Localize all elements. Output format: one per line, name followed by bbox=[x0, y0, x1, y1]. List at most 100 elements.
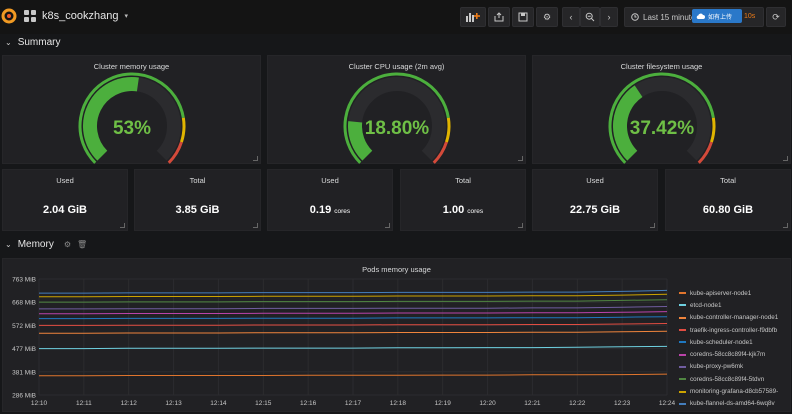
legend-swatch bbox=[679, 329, 686, 332]
gauge-panel-memory[interactable]: Cluster memory usage 53% bbox=[2, 55, 261, 164]
stat-panel-title: Used bbox=[321, 176, 339, 185]
resize-handle[interactable] bbox=[783, 223, 788, 228]
refresh-interval-label[interactable]: 10s bbox=[744, 13, 756, 20]
trash-icon[interactable]: 🗑 bbox=[77, 239, 88, 249]
legend-item[interactable]: traefik-ingress-controller-f9dbfb bbox=[679, 324, 791, 336]
legend-item[interactable]: coredns-58cc8c89f4-kjk7m bbox=[679, 348, 791, 360]
x-tick-label: 12:10 bbox=[31, 400, 48, 407]
gauge-panel-cpu[interactable]: Cluster CPU usage (2m avg) 18.80% bbox=[267, 55, 526, 164]
y-tick-label: 668 MiB bbox=[12, 300, 36, 307]
y-tick-label: 763 MiB bbox=[12, 277, 36, 284]
gear-icon[interactable]: ⚙ bbox=[63, 239, 71, 249]
series-line bbox=[39, 306, 668, 310]
gauge-threshold-warn bbox=[180, 117, 186, 143]
legend-label: etcd-node1 bbox=[690, 301, 722, 309]
gauge-threshold-ok bbox=[343, 72, 450, 164]
legend-item[interactable]: kube-flannel-ds-amd64-6wq8v bbox=[679, 398, 791, 410]
pods-memory-line-chart: 286 MiB 381 MiB 477 MiB 572 MiB 668 MiB 763 M… bbox=[12, 277, 675, 408]
graph-panel-title: Pods memory usage bbox=[362, 265, 431, 274]
legend-label: coredns-58cc8c89f4-kjk7m bbox=[690, 351, 766, 359]
gauge-threshold-critical bbox=[432, 141, 448, 164]
stat-panel-fs-used[interactable]: Used 22.75 GiB bbox=[532, 169, 658, 231]
gauge-value-label: 53% bbox=[113, 118, 151, 139]
chevron-down-icon: ⌄ bbox=[5, 37, 12, 47]
legend-item[interactable]: monitoring-grafana-d8cb57589- bbox=[679, 385, 791, 397]
gauge-chart: 37.42% bbox=[608, 72, 716, 164]
gauge-panel-filesystem[interactable]: Cluster filesystem usage 37.42% bbox=[532, 55, 791, 164]
legend-swatch bbox=[679, 353, 686, 356]
chevron-left-icon: ‹ bbox=[569, 12, 573, 22]
legend-label: traefik-ingress-controller-f9dbfb bbox=[690, 326, 778, 334]
gear-icon: ⚙ bbox=[542, 11, 552, 22]
series-line bbox=[39, 345, 668, 350]
series-line bbox=[39, 373, 668, 377]
series-line bbox=[39, 330, 668, 334]
save-button[interactable] bbox=[512, 7, 534, 27]
grafana-logo-icon[interactable] bbox=[0, 6, 18, 26]
resize-handle[interactable] bbox=[518, 156, 523, 161]
row-memory-title: Memory bbox=[17, 238, 54, 250]
stat-panel-fs-total[interactable]: Total 60.80 GiB bbox=[665, 169, 791, 231]
stat-panel-memory-total[interactable]: Total 3.85 GiB bbox=[134, 169, 261, 231]
x-tick-label: 12:20 bbox=[479, 400, 496, 407]
zoom-out-button[interactable] bbox=[580, 7, 600, 27]
gauge-threshold-warn bbox=[445, 117, 451, 143]
legend-item[interactable]: coredns-58cc8c89f4-5tdvn bbox=[679, 373, 791, 385]
time-forward-button[interactable]: › bbox=[600, 7, 618, 27]
dashboard-grid-icon bbox=[24, 10, 36, 22]
dashboard-picker[interactable]: k8s_cookzhang ▾ bbox=[24, 10, 128, 22]
legend-item[interactable]: kube-scheduler-node1 bbox=[679, 336, 791, 348]
resize-handle[interactable] bbox=[385, 223, 390, 228]
row-memory-header[interactable]: ⌄ Memory ⚙ 🗑 bbox=[0, 235, 87, 253]
gauge-chart: 18.80% bbox=[343, 72, 451, 164]
legend-swatch bbox=[679, 365, 686, 368]
time-back-button[interactable]: ‹ bbox=[562, 7, 580, 27]
stat-panel-memory-used[interactable]: Used 2.04 GiB bbox=[2, 169, 128, 231]
x-tick-label: 12:18 bbox=[390, 400, 407, 407]
legend-item[interactable]: etcd-node1 bbox=[679, 299, 791, 311]
x-tick-label: 12:23 bbox=[614, 400, 631, 407]
refresh-icon: ⟳ bbox=[772, 11, 780, 22]
upload-badge[interactable]: 如有上传 bbox=[692, 9, 742, 23]
resize-handle[interactable] bbox=[120, 223, 125, 228]
gauge-threshold-warn bbox=[710, 117, 716, 143]
resize-handle[interactable] bbox=[253, 223, 258, 228]
row-summary-title: Summary bbox=[17, 36, 61, 48]
settings-button[interactable]: ⚙ bbox=[536, 7, 558, 27]
resize-handle[interactable] bbox=[783, 156, 788, 161]
x-tick-label: 12:14 bbox=[210, 400, 227, 407]
legend-swatch bbox=[679, 292, 686, 295]
series-line bbox=[39, 293, 668, 298]
series-line bbox=[39, 311, 668, 315]
caret-down-icon: ▾ bbox=[124, 13, 128, 20]
zoom-out-icon bbox=[585, 12, 595, 22]
legend-item[interactable]: kube-apiserver-node1 bbox=[679, 287, 791, 299]
graph-panel-pods-memory[interactable]: Pods memory usage 286 MiB 381 MiB 477 MiB 5… bbox=[2, 258, 791, 412]
x-tick-label: 12:11 bbox=[76, 400, 92, 407]
gauge-threshold-critical bbox=[167, 141, 183, 164]
gauge-panel-title: Cluster memory usage bbox=[93, 62, 170, 71]
stat-panel-title: Total bbox=[189, 176, 206, 185]
series-line bbox=[39, 299, 668, 303]
time-range-label: Last 15 minutes bbox=[643, 12, 700, 22]
legend-item[interactable]: kube-proxy-pw6mk bbox=[679, 361, 791, 373]
share-button[interactable] bbox=[488, 7, 510, 27]
stat-panel-title: Total bbox=[455, 176, 471, 185]
add-panel-button[interactable] bbox=[460, 7, 486, 27]
resize-handle[interactable] bbox=[518, 223, 523, 228]
stat-value: 22.75 GiB bbox=[569, 204, 621, 216]
refresh-button[interactable]: ⟳ bbox=[766, 7, 786, 27]
stat-panel-cpu-used[interactable]: Used 0.19 cores bbox=[267, 169, 393, 231]
y-tick-label: 381 MiB bbox=[12, 369, 36, 376]
legend-label: kube-scheduler-node1 bbox=[690, 338, 753, 346]
gauge-threshold-ok bbox=[608, 72, 715, 164]
legend-item[interactable]: kube-controller-manager-node1 bbox=[679, 312, 791, 324]
y-tick-label: 477 MiB bbox=[12, 346, 36, 353]
gauge-value-arc bbox=[348, 121, 373, 161]
resize-handle[interactable] bbox=[253, 156, 258, 161]
row-summary-header[interactable]: ⌄ Summary bbox=[0, 33, 61, 51]
clock-icon bbox=[631, 13, 639, 21]
stat-unit: cores bbox=[334, 208, 351, 215]
resize-handle[interactable] bbox=[650, 223, 655, 228]
stat-panel-cpu-total[interactable]: Total 1.00 cores bbox=[400, 169, 526, 231]
